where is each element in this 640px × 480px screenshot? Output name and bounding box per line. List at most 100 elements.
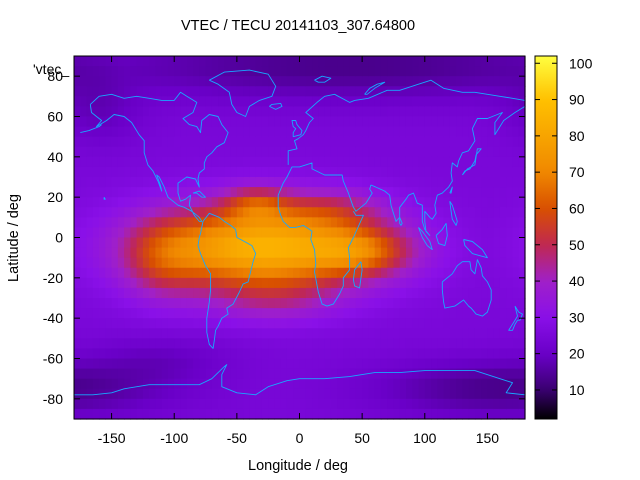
heatmap-cell — [255, 217, 263, 229]
heatmap-cell — [368, 156, 376, 168]
heatmap-cell — [142, 66, 150, 77]
heatmap-cell — [355, 277, 363, 289]
heatmap-cell — [193, 86, 200, 97]
heatmap-cell — [205, 368, 213, 380]
heatmap-cell — [405, 126, 413, 138]
heatmap-cell — [481, 348, 489, 360]
heatmap-cell — [330, 217, 338, 229]
heatmap-cell — [468, 277, 476, 289]
heatmap-cell — [74, 156, 81, 168]
heatmap-cell — [362, 166, 369, 178]
heatmap-cell — [518, 247, 526, 259]
heatmap-cell — [293, 368, 301, 380]
heatmap-cell — [117, 358, 125, 370]
heatmap-cell — [174, 76, 182, 87]
heatmap-cell — [274, 136, 282, 148]
heatmap-cell — [443, 136, 451, 148]
heatmap-cell — [174, 408, 182, 420]
heatmap-cell — [424, 287, 432, 299]
heatmap-cell — [305, 348, 313, 360]
heatmap-cell — [437, 56, 445, 67]
heatmap-cell — [230, 277, 238, 289]
heatmap-cell — [180, 408, 188, 420]
heatmap-cell — [355, 247, 363, 259]
heatmap-cell — [481, 388, 489, 400]
heatmap-cell — [105, 106, 113, 118]
heatmap-cell — [92, 398, 100, 410]
heatmap-cell — [174, 398, 182, 410]
heatmap-cell — [274, 408, 282, 420]
heatmap-cell — [174, 338, 182, 350]
heatmap-cell — [92, 177, 100, 188]
heatmap-cell — [218, 207, 225, 218]
heatmap-cell — [512, 298, 520, 309]
heatmap-cell — [167, 187, 175, 198]
heatmap-cell — [280, 267, 288, 279]
heatmap-cell — [92, 86, 100, 97]
heatmap-cell — [380, 257, 388, 269]
heatmap-cell — [468, 378, 476, 390]
heatmap-cell — [268, 96, 276, 108]
heatmap-cell — [161, 408, 169, 420]
heatmap-cell — [405, 368, 413, 380]
heatmap-cell — [437, 146, 445, 158]
heatmap-cell — [418, 328, 426, 339]
heatmap-cell — [299, 56, 307, 67]
heatmap-cell — [130, 338, 138, 350]
heatmap-cell — [211, 227, 219, 239]
heatmap-cell — [186, 237, 194, 249]
heatmap-cell — [86, 388, 94, 400]
heatmap-cell — [518, 146, 526, 158]
heatmap-cell — [387, 116, 395, 128]
heatmap-cell — [493, 318, 501, 329]
heatmap-cell — [462, 398, 470, 410]
heatmap-cell — [236, 368, 244, 380]
heatmap-cell — [349, 398, 357, 410]
heatmap-cell — [424, 257, 432, 269]
heatmap-cell — [193, 217, 200, 229]
heatmap-cell — [268, 207, 276, 218]
heatmap-cell — [74, 96, 81, 108]
heatmap-cell — [493, 287, 501, 299]
heatmap-cell — [424, 247, 432, 259]
heatmap-cell — [330, 197, 338, 208]
heatmap-cell — [393, 197, 401, 208]
heatmap-cell — [405, 398, 413, 410]
heatmap-cell — [99, 328, 106, 339]
heatmap-cell — [249, 66, 257, 77]
heatmap-cell — [456, 287, 463, 299]
heatmap-cell — [299, 368, 307, 380]
heatmap-cell — [80, 227, 88, 239]
heatmap-cell — [161, 136, 169, 148]
heatmap-cell — [274, 177, 282, 188]
heatmap-cell — [205, 126, 213, 138]
heatmap-cell — [149, 408, 157, 420]
heatmap-cell — [305, 177, 313, 188]
heatmap-cell — [443, 177, 451, 188]
heatmap-cell — [224, 388, 232, 400]
coastline-japan — [462, 148, 482, 176]
heatmap-cell — [142, 187, 150, 198]
heatmap-cell — [274, 76, 282, 87]
heatmap-cell — [161, 106, 169, 118]
heatmap-cell — [437, 136, 445, 148]
heatmap-cell — [293, 146, 301, 158]
heatmap-cell — [449, 308, 457, 319]
heatmap-cell — [230, 398, 238, 410]
heatmap-cell — [249, 106, 257, 118]
heatmap-cell — [424, 86, 432, 97]
heatmap-cell — [130, 298, 138, 309]
heatmap-cell — [86, 267, 94, 279]
heatmap-cell — [230, 86, 238, 97]
heatmap-cell — [261, 207, 269, 218]
heatmap-cell — [224, 338, 232, 350]
heatmap-cell — [180, 247, 188, 259]
heatmap-cell — [387, 187, 395, 198]
heatmap-cell — [424, 106, 432, 118]
heatmap-cell — [305, 106, 313, 118]
heatmap-cell — [362, 388, 369, 400]
heatmap-cell — [443, 378, 451, 390]
heatmap-cell — [443, 247, 451, 259]
heatmap-cell — [230, 358, 238, 370]
heatmap-cell — [405, 338, 413, 350]
